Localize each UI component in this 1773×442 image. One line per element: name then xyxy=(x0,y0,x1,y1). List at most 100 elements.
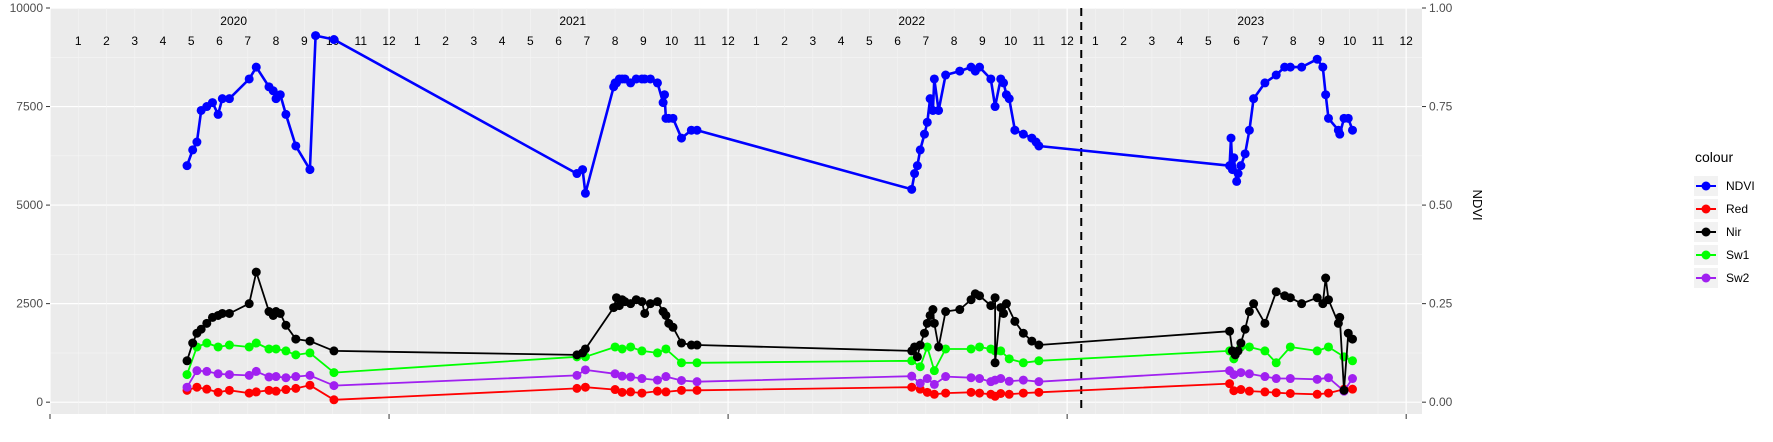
data-point-ndvi xyxy=(182,161,192,171)
data-point-sw1 xyxy=(1004,354,1014,364)
data-point-nir xyxy=(1027,336,1037,346)
data-point-nir xyxy=(1339,385,1349,395)
data-point-red xyxy=(652,386,662,396)
data-point-sw1 xyxy=(1347,356,1357,366)
month-label: 11 xyxy=(1033,34,1046,48)
legend-label-nir: Nir xyxy=(1726,225,1741,239)
data-point-red xyxy=(922,387,932,397)
data-point-ndvi xyxy=(1232,176,1242,186)
legend-label-sw1: Sw1 xyxy=(1726,248,1750,262)
month-label: 10 xyxy=(665,34,679,48)
month-label: 11 xyxy=(355,34,368,48)
data-point-ndvi xyxy=(268,86,278,96)
data-point-red xyxy=(617,387,627,397)
data-point-nir xyxy=(281,320,291,330)
data-point-nir xyxy=(188,338,198,348)
left-tick-label: 10000 xyxy=(10,1,44,15)
month-label: 3 xyxy=(1149,34,1156,48)
month-label: 6 xyxy=(1233,34,1240,48)
data-point-sw1 xyxy=(1271,358,1281,368)
data-point-ndvi xyxy=(929,74,939,84)
data-point-nir xyxy=(999,308,1009,318)
month-label: 7 xyxy=(923,34,930,48)
data-point-sw1 xyxy=(1034,356,1044,366)
month-label: 9 xyxy=(1318,34,1325,48)
data-point-sw1 xyxy=(281,346,291,356)
data-point-ndvi xyxy=(676,133,686,143)
data-point-sw1 xyxy=(244,342,254,352)
data-point-ndvi xyxy=(1034,141,1044,151)
data-point-sw1 xyxy=(224,340,234,350)
data-point-ndvi xyxy=(1240,149,1250,159)
data-point-red xyxy=(244,388,254,398)
data-point-sw2 xyxy=(626,372,636,382)
data-point-red xyxy=(213,387,223,397)
data-point-sw2 xyxy=(996,374,1006,384)
data-point-nir xyxy=(990,293,1000,303)
data-point-red xyxy=(1034,387,1044,397)
data-point-ndvi xyxy=(1285,62,1295,72)
data-point-ndvi xyxy=(1318,62,1328,72)
data-point-red xyxy=(572,383,582,393)
data-point-sw2 xyxy=(1347,374,1357,384)
data-point-nir xyxy=(224,308,234,318)
data-point-nir xyxy=(251,267,261,277)
data-point-nir xyxy=(182,356,192,366)
series-red xyxy=(182,379,1357,405)
data-point-sw1 xyxy=(291,350,301,360)
data-point-ndvi xyxy=(1236,161,1246,171)
data-point-sw1 xyxy=(329,368,339,378)
data-point-red xyxy=(202,384,212,394)
data-point-nir xyxy=(1347,334,1357,344)
data-point-nir xyxy=(640,308,650,318)
legend-key-dot xyxy=(1701,250,1711,260)
data-point-red xyxy=(580,382,590,392)
data-point-ndvi xyxy=(1010,125,1020,135)
data-point-ndvi xyxy=(658,98,668,108)
data-point-nir xyxy=(1335,312,1345,322)
month-label: 6 xyxy=(555,34,562,48)
month-label: 3 xyxy=(470,34,477,48)
data-point-sw2 xyxy=(329,381,339,391)
data-point-sw2 xyxy=(1260,372,1270,382)
data-point-sw1 xyxy=(264,344,274,354)
data-point-sw1 xyxy=(1285,342,1295,352)
data-point-red xyxy=(1004,389,1014,399)
data-point-sw1 xyxy=(1018,358,1028,368)
legend-key-dot xyxy=(1701,181,1711,191)
data-point-red xyxy=(626,387,636,397)
data-point-nir xyxy=(1312,293,1322,303)
right-tick-label: 0.25 xyxy=(1429,297,1453,311)
data-point-red xyxy=(907,382,917,392)
data-point-red xyxy=(1225,379,1235,389)
data-point-ndvi xyxy=(692,125,702,135)
data-point-nir xyxy=(645,299,655,309)
data-point-sw2 xyxy=(281,373,291,383)
data-point-sw1 xyxy=(652,348,662,358)
right-tick-label: 0.00 xyxy=(1429,395,1453,409)
month-label: 1 xyxy=(75,34,82,48)
right-tick-label: 0.50 xyxy=(1429,198,1453,212)
data-point-ndvi xyxy=(1226,133,1236,143)
data-point-ndvi xyxy=(578,165,588,175)
data-point-red xyxy=(264,385,274,395)
data-point-sw1 xyxy=(617,344,627,354)
grid-lines xyxy=(49,7,1422,414)
year-label: 2022 xyxy=(898,14,925,28)
month-label: 1 xyxy=(1092,34,1099,48)
data-point-ndvi xyxy=(1347,125,1357,135)
data-point-red xyxy=(224,385,234,395)
data-point-nir xyxy=(1225,326,1235,336)
data-point-ndvi xyxy=(1335,129,1345,139)
data-point-ndvi xyxy=(1260,78,1270,88)
data-point-ndvi xyxy=(925,94,935,104)
data-point-nir xyxy=(1244,307,1254,317)
data-point-sw2 xyxy=(922,374,932,384)
data-point-nir xyxy=(1034,340,1044,350)
month-label: 3 xyxy=(131,34,138,48)
month-label: 2 xyxy=(1120,34,1127,48)
month-label: 10 xyxy=(1004,34,1018,48)
data-point-sw1 xyxy=(610,342,620,352)
left-tick-label: 7500 xyxy=(16,100,43,114)
data-point-nir xyxy=(1249,299,1259,309)
